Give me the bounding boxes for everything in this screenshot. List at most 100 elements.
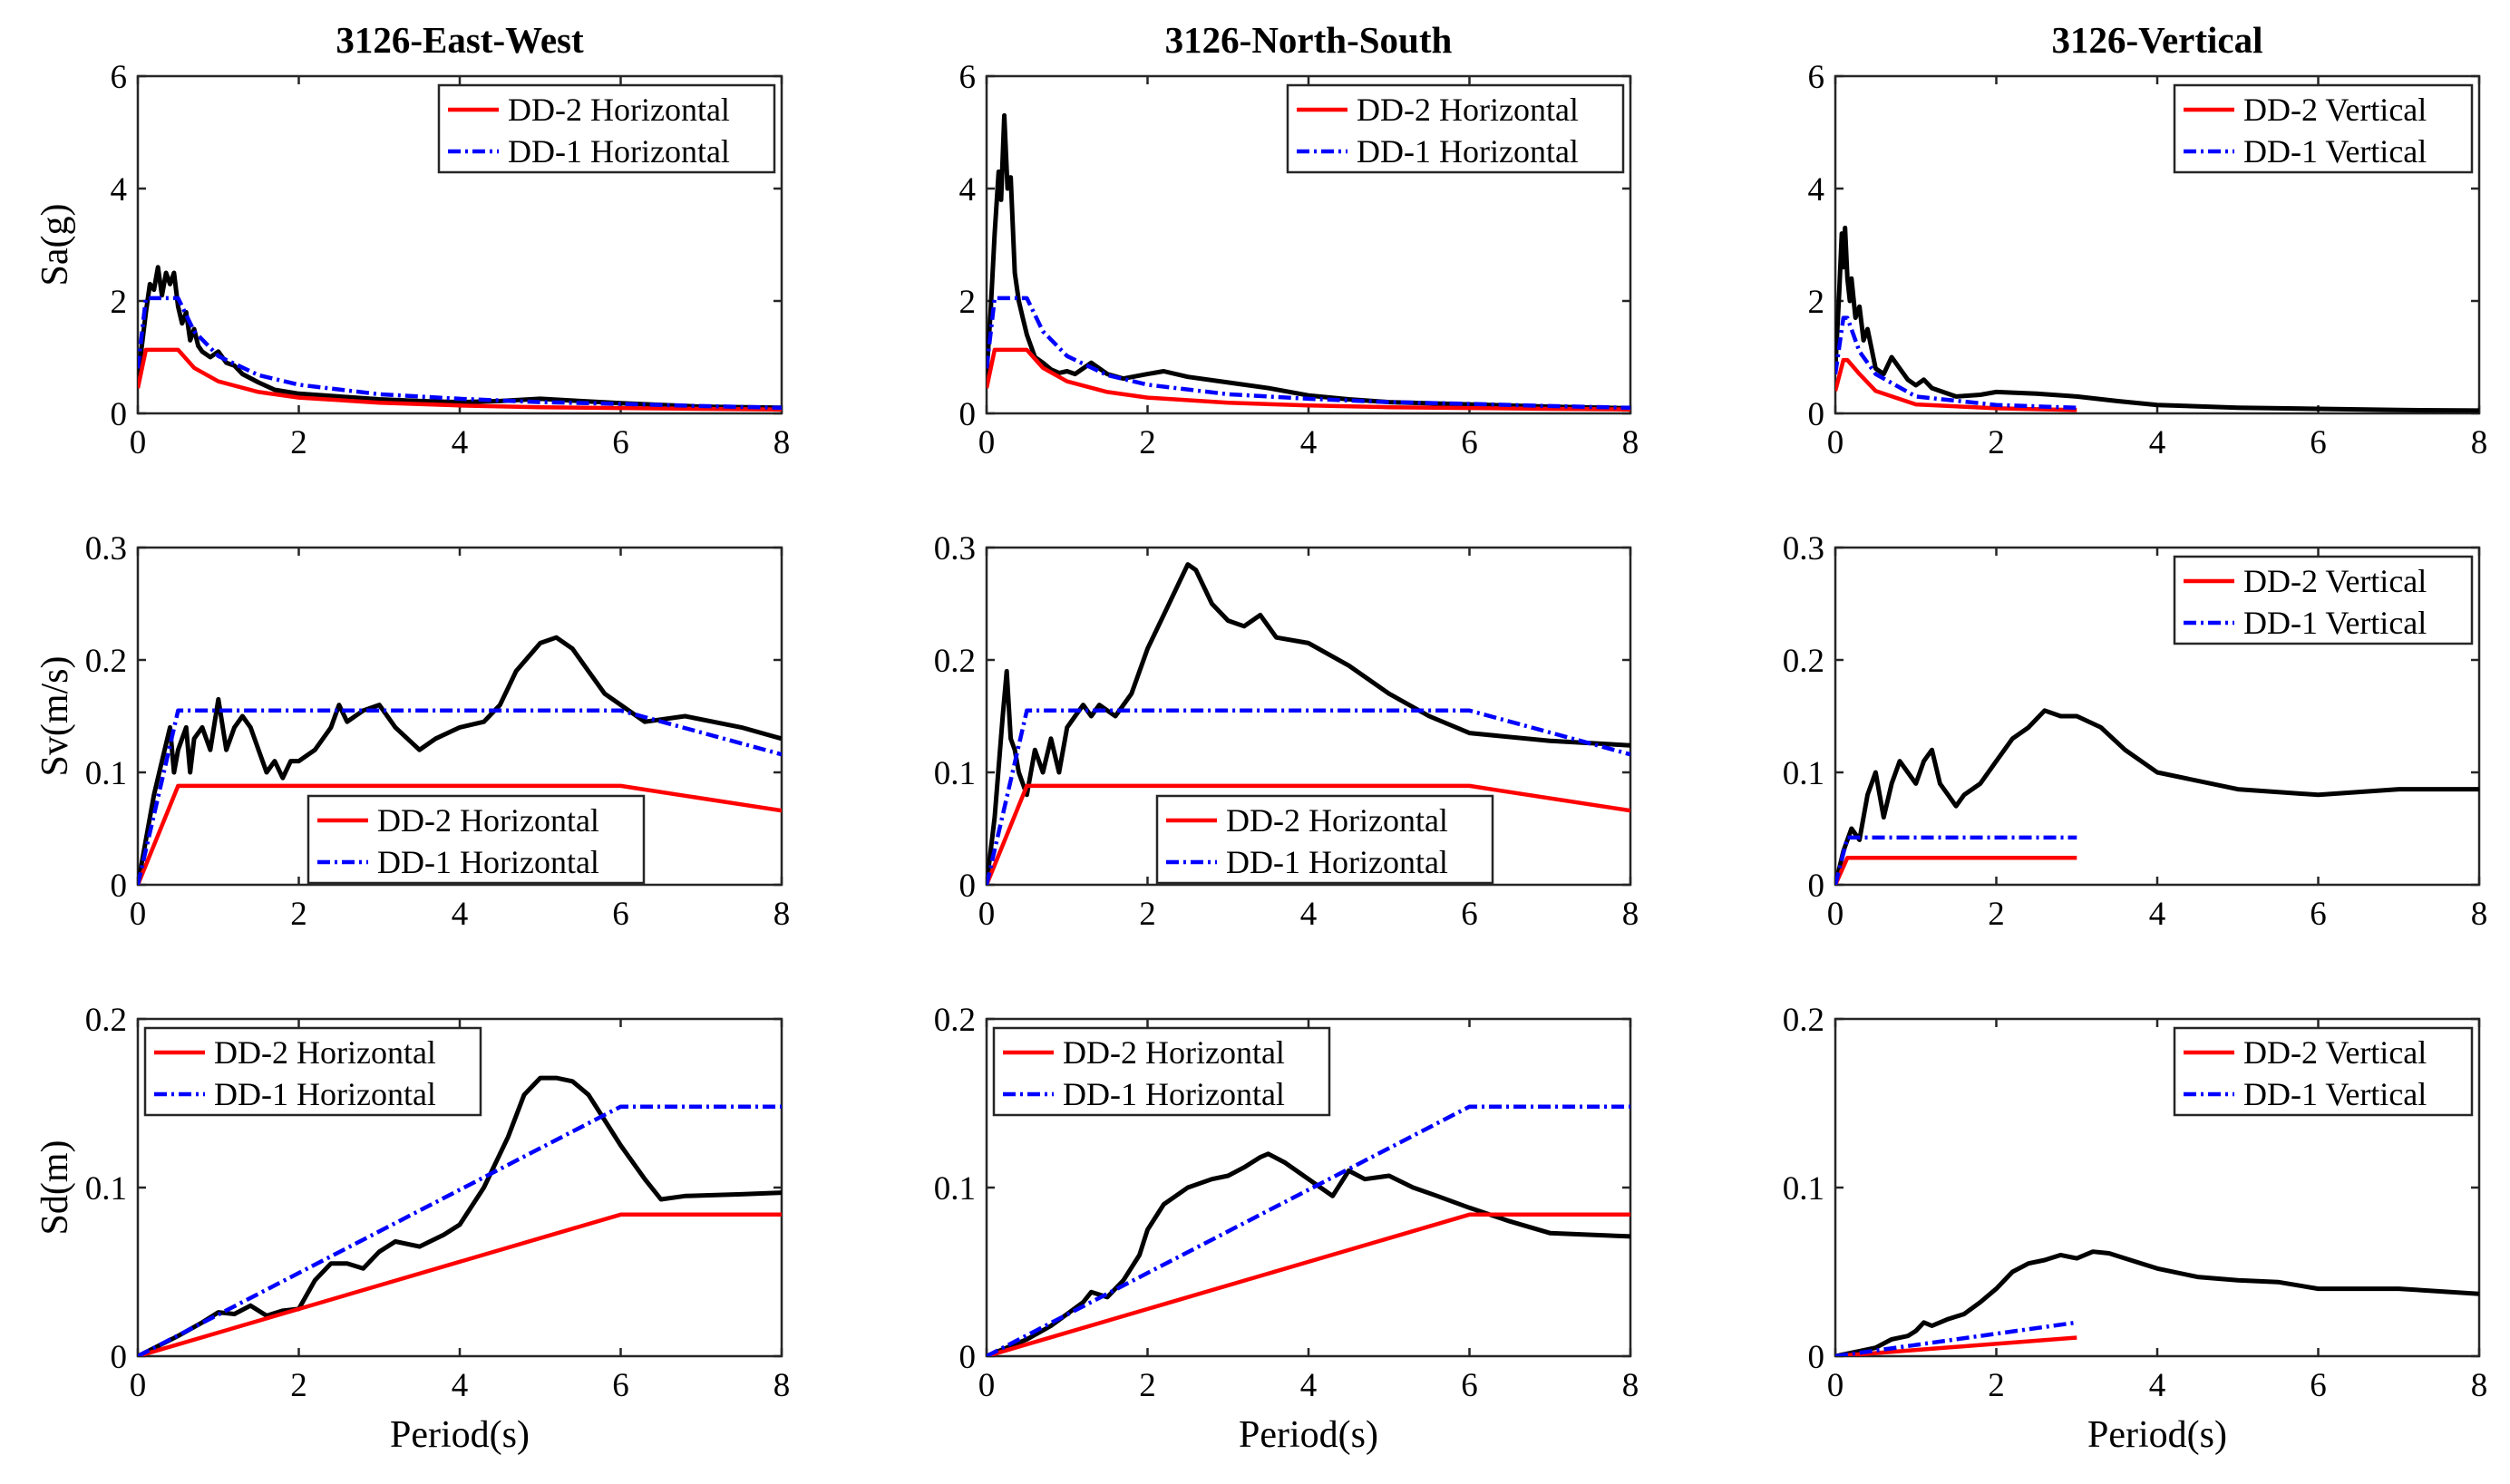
series-line-record [1835,225,2479,413]
legend-label: DD-1 Horizontal [1357,133,1579,170]
x-tick-label: 8 [1622,1367,1639,1404]
y-tick-label: 0.3 [85,530,127,567]
x-tick-label: 6 [2310,896,2327,933]
series-line-dd1 [1835,835,2077,885]
y-tick-label: 4 [959,171,977,209]
x-tick-label: 2 [1139,1367,1156,1404]
series-line-record [987,562,1630,885]
x-axis-label: Period(s) [2087,1414,2227,1456]
y-tick-label: 0.1 [934,1170,976,1208]
x-axis-label: Period(s) [1239,1414,1378,1456]
x-tick-label: 2 [1988,896,2005,933]
series-line-record [138,635,782,885]
y-tick-label: 0.2 [85,643,127,680]
series-line-dd2 [987,1212,1630,1356]
series-line-record [1835,1249,2479,1356]
series-line-record [138,265,782,411]
x-tick-label: 6 [2310,1367,2327,1404]
y-tick-label: 0.2 [1783,1002,1824,1039]
x-tick-label: 2 [290,896,307,933]
legend: DD-2 Vertical DD-1 Vertical [2173,555,2474,645]
series-group [1835,225,2479,413]
x-tick-label: 8 [2471,1367,2488,1404]
y-tick-label: 0.1 [85,755,127,792]
chart-title: 3126-North-South [1165,19,1453,61]
legend: DD-2 Vertical DD-1 Vertical [2173,1026,2474,1117]
x-tick-label: 2 [290,424,307,461]
x-tick-label: 2 [1139,424,1156,461]
chart-panel-8: 0 2 4 6 8 0 0.1 0.2 Period(s) DD-2 Horizontal DD-1… [934,1002,1639,1456]
legend: DD-2 Horizontal DD-1 Horizontal [306,794,646,885]
chart-title: 3126-East-West [336,19,584,61]
x-tick-label: 2 [1988,424,2005,461]
series-line-dd1 [1835,1320,2077,1356]
x-tick-label: 6 [612,424,629,461]
series-group [987,112,1630,412]
legend-label: DD-2 Horizontal [377,802,599,839]
chart-panel-9: 0 2 4 6 8 0 0.1 0.2 Period(s) DD-2 Vertical DD-1 V… [1783,1002,2488,1456]
legend-label: DD-2 Vertical [2243,92,2427,128]
legend-label: DD-2 Vertical [2243,563,2427,599]
x-tick-label: 4 [1300,424,1318,461]
y-tick-label: 4 [111,171,128,209]
chart-panel-1: 0 2 4 6 8 0 2 4 6 3126-East-West Sa(g) DD-2 Horizon… [34,19,790,461]
series-line-dd2 [138,783,782,885]
y-axis-label: Sv(m/s) [34,655,76,776]
x-tick-label: 6 [612,896,629,933]
series-group [1835,1249,2479,1356]
y-tick-label: 0.2 [1783,643,1824,680]
x-tick-label: 6 [1461,896,1478,933]
y-tick-label: 0 [959,868,977,905]
legend-box [437,83,776,174]
legend-box [1155,794,1494,885]
chart-panel-3: 0 2 4 6 8 0 2 4 6 3126-Vertical DD-2 Vertical DD-1 … [1808,19,2488,461]
y-tick-label: 2 [111,284,128,321]
y-tick-label: 2 [1808,284,1825,321]
y-tick-label: 0 [1808,868,1825,905]
series-line-dd1 [987,296,1630,411]
x-tick-label: 8 [1622,896,1639,933]
series-group [1835,708,2479,885]
y-axis-label: Sa(g) [34,204,76,286]
series-group [138,265,782,412]
x-tick-label: 4 [2149,424,2166,461]
legend: DD-2 Horizontal DD-1 Horizontal [143,1026,482,1117]
x-tick-label: 6 [2310,424,2327,461]
x-tick-label: 2 [1139,896,1156,933]
legend-label: DD-1 Horizontal [377,844,599,880]
legend: DD-2 Vertical DD-1 Vertical [2173,83,2474,174]
legend-label: DD-2 Horizontal [508,92,730,128]
y-tick-label: 0.2 [85,1002,127,1039]
y-tick-label: 0 [959,1339,977,1376]
series-group [987,562,1630,885]
x-tick-label: 4 [452,896,469,933]
x-axis-label: Period(s) [390,1414,530,1456]
series-line-dd1 [1835,315,2077,411]
x-tick-label: 0 [1827,424,1844,461]
x-tick-label: 4 [2149,1367,2166,1404]
legend-label: DD-1 Vertical [2243,133,2427,170]
y-tick-label: 4 [1808,171,1825,209]
y-tick-label: 0.3 [934,530,976,567]
x-tick-label: 0 [978,1367,996,1404]
x-tick-label: 8 [2471,896,2488,933]
y-tick-label: 6 [959,59,977,96]
series-group [138,635,782,885]
series-line-dd2 [138,1212,782,1356]
legend-box [143,1026,482,1117]
x-tick-label: 4 [2149,896,2166,933]
series-line-dd2 [987,347,1630,412]
x-tick-label: 0 [130,896,147,933]
legend-box [992,1026,1331,1117]
series-line-dd1 [138,296,782,411]
y-tick-label: 0 [1808,1339,1825,1376]
legend-label: DD-2 Horizontal [1226,802,1448,839]
x-tick-label: 8 [773,1367,791,1404]
y-tick-label: 6 [1808,59,1825,96]
legend-box [2173,83,2474,174]
x-tick-label: 0 [978,424,996,461]
y-tick-label: 0 [111,1339,128,1376]
chart-panel-4: 0 2 4 6 800.10.20.3Sv(m/s)DD-2 HorizontalDD-… [34,530,790,933]
series-group [987,1104,1630,1356]
